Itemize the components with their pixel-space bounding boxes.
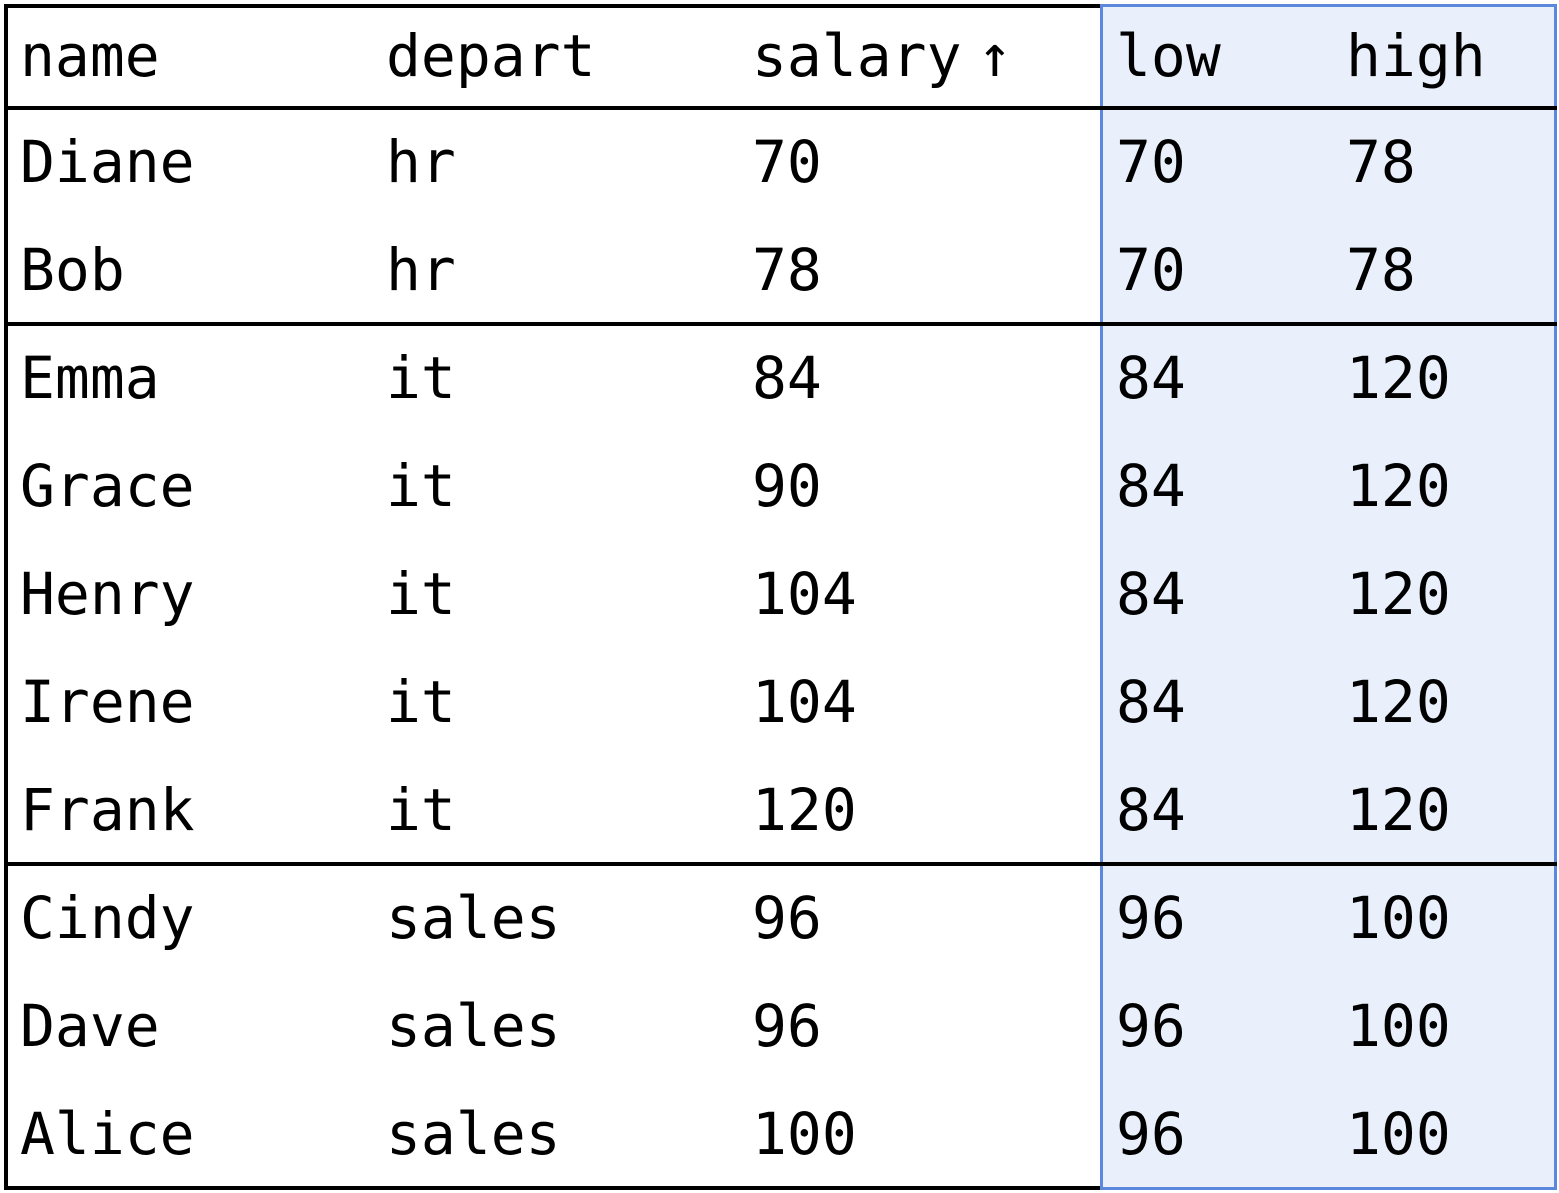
- cell-high: 120: [1346, 344, 1451, 412]
- cell-low: 96: [1116, 884, 1186, 952]
- cell-high: 120: [1346, 452, 1451, 520]
- column-header-name[interactable]: name: [20, 22, 160, 90]
- cell-high: 100: [1346, 884, 1451, 952]
- table-row: Cindy sales 96 96 100: [4, 864, 1557, 972]
- group-separator: [4, 322, 1557, 326]
- table-row: Irene it 104 84 120: [4, 648, 1557, 756]
- cell-depart: hr: [386, 236, 456, 304]
- cell-name: Grace: [20, 452, 195, 520]
- cell-depart: it: [386, 452, 456, 520]
- cell-low: 84: [1116, 452, 1186, 520]
- column-header-salary-label: salary: [752, 22, 962, 90]
- cell-high: 120: [1346, 668, 1451, 736]
- cell-depart: it: [386, 668, 456, 736]
- cell-low: 84: [1116, 560, 1186, 628]
- cell-low: 84: [1116, 344, 1186, 412]
- window-result-columns-highlight: [1100, 4, 1557, 1190]
- cell-low: 84: [1116, 668, 1186, 736]
- cell-salary: 90: [752, 452, 822, 520]
- table-row: Grace it 90 84 120: [4, 432, 1557, 540]
- cell-low: 84: [1116, 776, 1186, 844]
- cell-salary: 100: [752, 1100, 857, 1168]
- cell-salary: 120: [752, 776, 857, 844]
- column-header-salary[interactable]: salary ↑: [736, 4, 1100, 108]
- cell-low: 70: [1116, 128, 1186, 196]
- cell-low: 70: [1116, 236, 1186, 304]
- cell-salary: 78: [752, 236, 822, 304]
- cell-name: Dave: [20, 992, 160, 1060]
- column-header-high[interactable]: high: [1346, 22, 1486, 90]
- cell-name: Frank: [20, 776, 195, 844]
- table-row: Dave sales 96 96 100: [4, 972, 1557, 1080]
- cell-high: 120: [1346, 560, 1451, 628]
- cell-depart: it: [386, 776, 456, 844]
- column-header-low[interactable]: low: [1116, 22, 1221, 90]
- cell-salary: 96: [752, 992, 822, 1060]
- cell-high: 100: [1346, 992, 1451, 1060]
- table-row: Alice sales 100 96 100: [4, 1080, 1557, 1188]
- cell-depart: sales: [386, 884, 561, 952]
- cell-high: 100: [1346, 1100, 1451, 1168]
- cell-high: 78: [1346, 236, 1416, 304]
- group-separator: [4, 862, 1557, 866]
- table-row: Henry it 104 84 120: [4, 540, 1557, 648]
- cell-low: 96: [1116, 1100, 1186, 1168]
- cell-name: Henry: [20, 560, 195, 628]
- header-separator: [4, 106, 1557, 110]
- cell-salary: 70: [752, 128, 822, 196]
- table-row: Bob hr 78 70 78: [4, 216, 1557, 324]
- table-row: Diane hr 70 70 78: [4, 108, 1557, 216]
- cell-high: 78: [1346, 128, 1416, 196]
- cell-salary: 84: [752, 344, 822, 412]
- cell-salary: 104: [752, 668, 857, 736]
- cell-depart: sales: [386, 992, 561, 1060]
- cell-name: Irene: [20, 668, 195, 736]
- cell-salary: 104: [752, 560, 857, 628]
- header-row: name depart salary ↑ low high: [4, 4, 1557, 108]
- cell-low: 96: [1116, 992, 1186, 1060]
- cell-depart: it: [386, 560, 456, 628]
- cell-high: 120: [1346, 776, 1451, 844]
- cell-depart: it: [386, 344, 456, 412]
- table-row: Emma it 84 84 120: [4, 324, 1557, 432]
- cell-depart: hr: [386, 128, 456, 196]
- cell-name: Bob: [20, 236, 125, 304]
- table-row: Frank it 120 84 120: [4, 756, 1557, 864]
- cell-depart: sales: [386, 1100, 561, 1168]
- cell-name: Diane: [20, 128, 195, 196]
- cell-salary: 96: [752, 884, 822, 952]
- cell-name: Emma: [20, 344, 160, 412]
- column-header-depart[interactable]: depart: [386, 22, 596, 90]
- results-table: name depart salary ↑ low high Diane hr 70 70…: [4, 4, 1557, 1188]
- cell-name: Alice: [20, 1100, 195, 1168]
- sort-ascending-icon: ↑: [977, 22, 1013, 90]
- table-body: Diane hr 70 70 78 Bob hr 78 70 78 Emma it 84 84 120 Gra…: [4, 108, 1557, 1188]
- cell-name: Cindy: [20, 884, 195, 952]
